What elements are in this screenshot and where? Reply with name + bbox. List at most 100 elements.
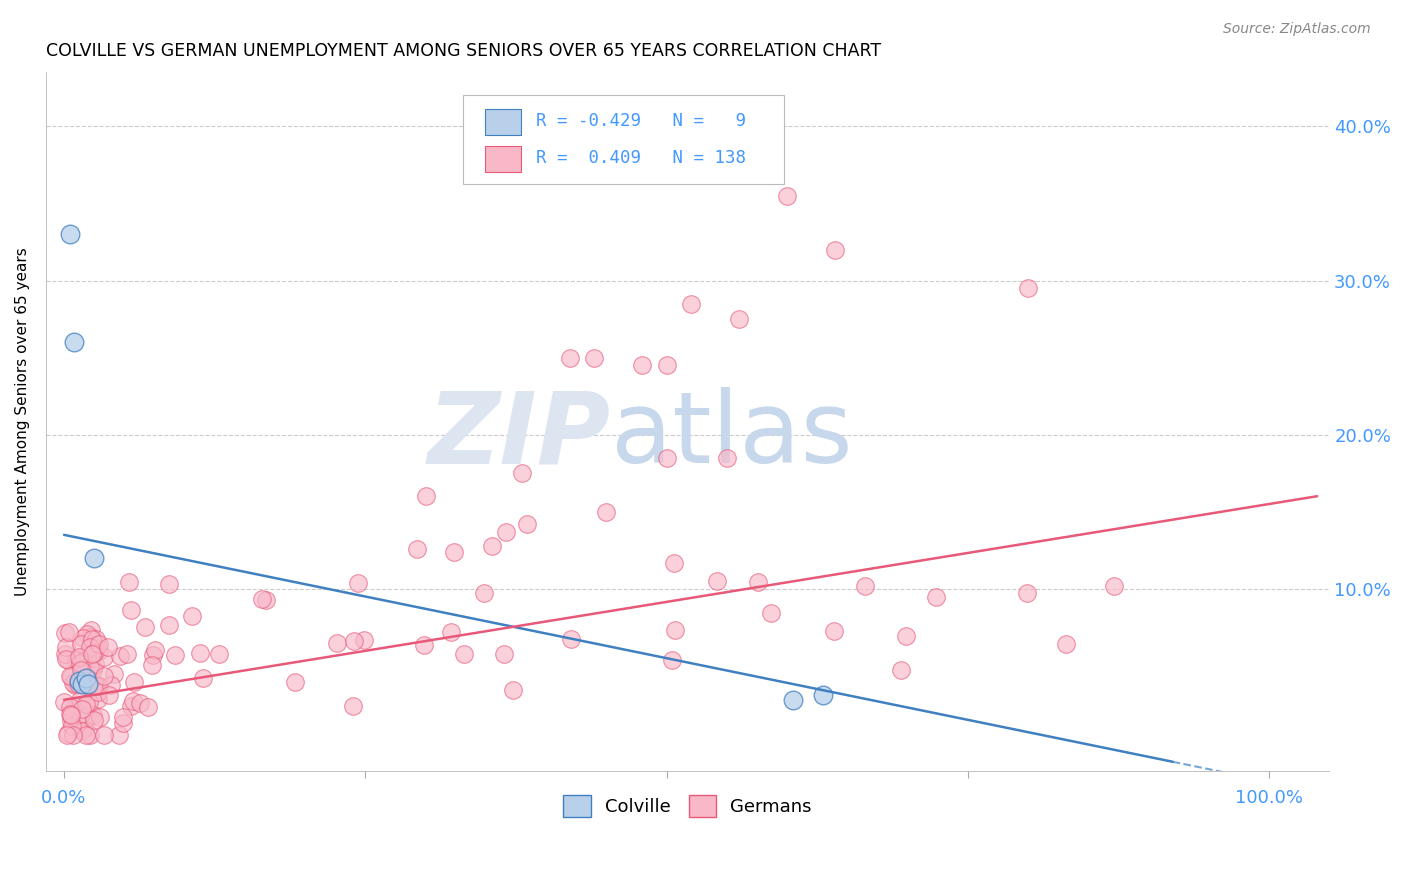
Point [59,670,82,684]
Point [69,693,91,707]
Point [70,702,93,716]
Point [120,698,142,713]
Point [811,688,834,702]
Point [53,626,76,640]
Point [208,647,231,661]
Point [142,648,165,662]
Point [716,450,738,465]
Point [73,722,96,736]
Point [727,312,749,326]
Point [120,603,142,617]
FancyBboxPatch shape [485,146,520,172]
Point [66,676,89,690]
Point [595,505,617,519]
Text: COLVILLE VS GERMAN UNEMPLOYMENT AMONG SENIORS OVER 65 YEARS CORRELATION CHART: COLVILLE VS GERMAN UNEMPLOYMENT AMONG SE… [46,42,882,60]
Point [662,556,685,570]
Point [59,706,82,721]
Point [472,586,495,600]
Point [664,623,686,637]
Point [79,674,101,689]
Point [56,728,79,742]
Point [103,666,125,681]
Point [890,664,912,678]
Point [65,652,87,666]
Point [89,710,111,724]
Point [97,688,120,702]
Point [706,574,728,588]
Point [87,679,110,693]
Point [86,679,108,693]
Point [79,728,101,742]
Y-axis label: Unemployment Among Seniors over 65 years: Unemployment Among Seniors over 65 years [15,247,30,596]
Point [89,637,111,651]
Point [93,650,115,665]
Point [83,551,105,566]
Point [1102,579,1125,593]
Point [86,691,108,706]
Point [67,674,90,689]
Point [86,632,108,647]
Point [56,653,79,667]
Point [77,677,100,691]
Point [75,728,97,742]
Point [70,657,93,671]
Point [82,646,104,660]
Point [56,726,79,740]
Text: R =  0.409   N = 138: R = 0.409 N = 138 [536,149,747,167]
Point [59,708,82,723]
Point [59,227,82,242]
Point [661,653,683,667]
Point [495,524,517,539]
Point [80,624,103,638]
Point [134,619,156,633]
Point [481,539,503,553]
Point [60,714,83,729]
Point [100,678,122,692]
Point [782,693,804,707]
Point [87,679,110,693]
Point [180,609,202,624]
Point [823,624,845,639]
Point [1017,586,1039,600]
Point [79,678,101,692]
Point [72,631,94,645]
Point [86,637,108,651]
Point [141,657,163,672]
Point [560,632,582,647]
Point [111,709,134,723]
Point [86,685,108,699]
Point [59,699,82,714]
Point [413,639,436,653]
Text: R = -0.429   N =   9: R = -0.429 N = 9 [536,112,747,130]
Point [80,632,103,646]
Point [502,683,524,698]
FancyBboxPatch shape [485,109,520,136]
Point [76,663,98,677]
Point [58,625,80,640]
Point [342,698,364,713]
Point [70,660,93,674]
Point [70,663,93,677]
Point [824,243,846,257]
Text: Source: ZipAtlas.com: Source: ZipAtlas.com [1223,22,1371,37]
Point [55,652,77,666]
Point [70,706,93,721]
Point [83,714,105,728]
Point [55,640,77,655]
Point [76,626,98,640]
Point [82,707,104,722]
Point [77,695,100,709]
Text: ZIP: ZIP [427,387,610,484]
Point [93,728,115,742]
Point [79,640,101,655]
Point [60,719,83,733]
Point [631,359,654,373]
Point [924,590,946,604]
Point [346,575,368,590]
Point [62,335,84,350]
Point [72,654,94,668]
Point [84,644,107,658]
Point [118,574,141,589]
Point [250,592,273,607]
Point [157,618,180,632]
